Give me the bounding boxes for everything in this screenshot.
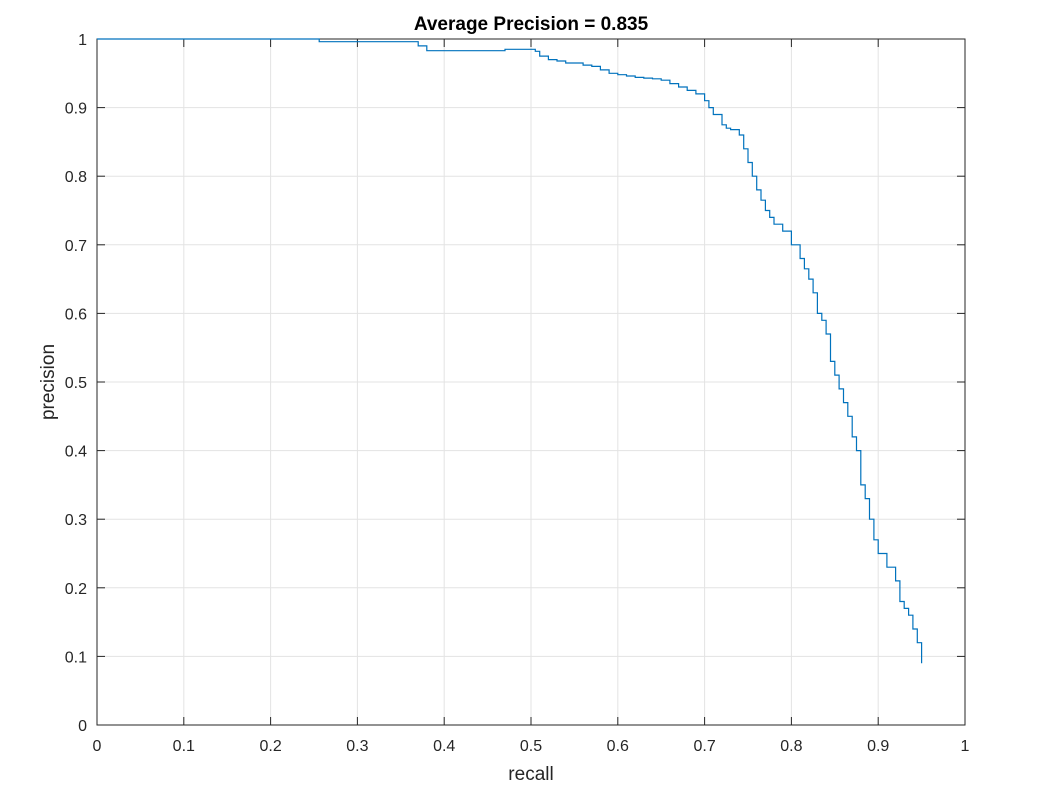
x-tick-label: 0.1 bbox=[173, 738, 195, 755]
y-axis-title: precision bbox=[38, 344, 59, 420]
chart-title: Average Precision = 0.835 bbox=[414, 14, 649, 35]
y-tick-label: 0.5 bbox=[65, 375, 87, 392]
x-tick-label: 0 bbox=[93, 738, 102, 755]
x-tick-labels: 0 0.1 0.2 0.3 0.4 0.5 0.6 0.7 0.8 0.9 1 bbox=[93, 738, 970, 755]
y-tick-label: 0 bbox=[78, 718, 87, 735]
y-tick-label: 0.1 bbox=[65, 649, 87, 666]
y-tick-label: 1 bbox=[78, 32, 87, 49]
y-tick-label: 0.7 bbox=[65, 238, 87, 255]
y-tick-label: 0.3 bbox=[65, 512, 87, 529]
x-tick-label: 0.2 bbox=[259, 738, 281, 755]
x-tick-label: 0.9 bbox=[867, 738, 889, 755]
y-tick-labels: 0 0.1 0.2 0.3 0.4 0.5 0.6 0.7 0.8 0.9 1 bbox=[65, 32, 87, 735]
y-tick-label: 0.4 bbox=[65, 444, 87, 461]
precision-recall-line bbox=[97, 38, 923, 664]
x-tick-label: 0.3 bbox=[346, 738, 368, 755]
y-tick-label: 0.6 bbox=[65, 306, 87, 323]
y-tick-label: 0.2 bbox=[65, 581, 87, 598]
y-tick-label: 0.9 bbox=[65, 101, 87, 118]
y-tick-label: 0.8 bbox=[65, 169, 87, 186]
x-tick-label: 1 bbox=[961, 738, 970, 755]
x-tick-label: 0.8 bbox=[780, 738, 802, 755]
x-tick-label: 0.5 bbox=[520, 738, 542, 755]
x-tick-label: 0.7 bbox=[693, 738, 715, 755]
axis-ticks bbox=[96, 38, 966, 726]
x-tick-label: 0.4 bbox=[433, 738, 455, 755]
x-axis-title: recall bbox=[508, 764, 553, 785]
x-tick-label: 0.6 bbox=[607, 738, 629, 755]
grid-lines bbox=[97, 39, 965, 725]
